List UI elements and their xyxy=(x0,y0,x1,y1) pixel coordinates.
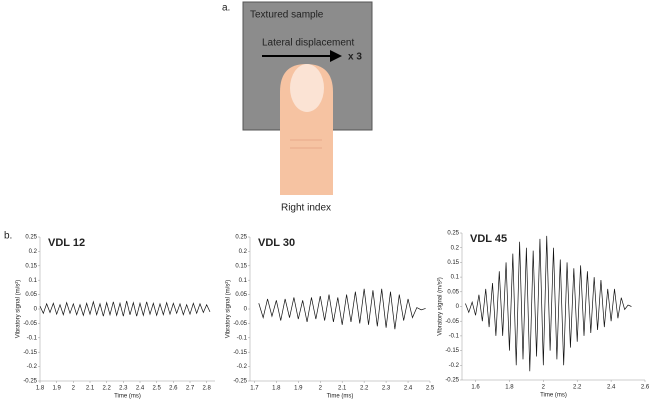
chart-title: VDL 30 xyxy=(258,237,295,249)
y-tick-label: 0.2 xyxy=(239,249,248,255)
y-tick-label: -0.25 xyxy=(445,378,459,384)
x-tick-label: 2.8 xyxy=(202,386,211,392)
y-tick-label: 0 xyxy=(244,307,248,313)
y-tick-label: -0.15 xyxy=(445,348,459,354)
x-tick-label: 2.6 xyxy=(641,385,650,391)
x-tick-label: 2.3 xyxy=(382,386,391,392)
x-tick-label: 2 xyxy=(319,386,323,392)
y-tick-label: 0.25 xyxy=(235,235,247,241)
x-tick-label: 2.3 xyxy=(119,386,128,392)
y-tick-label: -0.15 xyxy=(23,350,37,356)
y-tick-label: -0.1 xyxy=(449,333,460,339)
y-axis-label: Vibratory signal (m/s²) xyxy=(438,277,444,336)
x-tick-label: 1.6 xyxy=(471,385,480,391)
motion-label: Lateral displacement xyxy=(262,38,354,49)
y-tick-label: -0.2 xyxy=(27,364,38,370)
y-axis-label: Vibratory signal (m/s²) xyxy=(16,280,22,339)
chart-title: VDL 12 xyxy=(48,237,85,249)
chart-title: VDL 45 xyxy=(470,233,507,245)
y-tick-label: 0.1 xyxy=(451,275,460,281)
y-tick-label: -0.05 xyxy=(233,321,247,327)
x-tick-label: 2 xyxy=(72,386,76,392)
nail xyxy=(290,64,324,112)
x-tick-label: 2.7 xyxy=(186,386,195,392)
x-tick-label: 1.8 xyxy=(36,386,45,392)
y-tick-label: -0.25 xyxy=(23,379,37,385)
y-tick-label: 0.15 xyxy=(447,260,459,266)
y-tick-label: -0.2 xyxy=(237,364,248,370)
x-tick-label: 2.2 xyxy=(102,386,111,392)
x-tick-label: 2 xyxy=(542,385,546,391)
y-axis-label: Vibratory signal (m/s²) xyxy=(226,280,232,339)
sample-label: Textured sample xyxy=(250,10,324,21)
panel-label: b. xyxy=(4,231,12,242)
x-tick-label: 2.5 xyxy=(152,386,161,392)
y-tick-label: -0.25 xyxy=(233,379,247,385)
y-tick-label: 0.05 xyxy=(25,292,37,298)
y-tick-label: 0.25 xyxy=(25,235,37,241)
x-tick-label: 1.9 xyxy=(52,386,61,392)
y-tick-label: 0.15 xyxy=(25,263,37,269)
y-tick-label: 0.1 xyxy=(29,278,38,284)
x-tick-label: 1.9 xyxy=(294,386,303,392)
x-axis-label: Time (ms) xyxy=(540,393,567,399)
x-axis-label: Time (ms) xyxy=(114,394,141,400)
signal-line xyxy=(39,300,211,317)
x-tick-label: 2.2 xyxy=(360,386,369,392)
x-tick-label: 1.7 xyxy=(250,386,259,392)
repeat-label: x 3 xyxy=(348,52,362,63)
y-tick-label: 0.05 xyxy=(235,292,247,298)
y-tick-label: 0.2 xyxy=(451,245,460,251)
y-tick-label: -0.1 xyxy=(237,335,248,341)
x-tick-label: 1.8 xyxy=(505,385,514,391)
y-tick-label: 0 xyxy=(34,307,38,313)
x-tick-label: 2.6 xyxy=(169,386,178,392)
signal-line xyxy=(465,235,632,372)
y-tick-label: 0 xyxy=(456,304,460,310)
x-axis-label: Time (ms) xyxy=(327,394,354,400)
x-tick-label: 2.4 xyxy=(404,386,413,392)
y-tick-label: 0.1 xyxy=(239,278,248,284)
x-tick-label: 2.1 xyxy=(86,386,95,392)
signal-line xyxy=(258,288,426,330)
panel-label: a. xyxy=(222,3,230,14)
y-tick-label: -0.1 xyxy=(27,335,38,341)
x-tick-label: 2.1 xyxy=(338,386,347,392)
y-tick-label: -0.2 xyxy=(449,363,460,369)
y-tick-label: 0.2 xyxy=(29,249,38,255)
y-tick-label: -0.05 xyxy=(445,319,459,325)
y-tick-label: -0.05 xyxy=(23,321,37,327)
y-tick-label: -0.15 xyxy=(233,350,247,356)
x-tick-label: 2.2 xyxy=(573,385,582,391)
x-tick-label: 2.4 xyxy=(136,386,145,392)
y-tick-label: 0.25 xyxy=(447,231,459,237)
y-tick-label: 0.15 xyxy=(235,263,247,269)
y-tick-label: 0.05 xyxy=(447,289,459,295)
x-tick-label: 2.5 xyxy=(426,386,435,392)
finger-label: Right index xyxy=(281,203,331,214)
x-tick-label: 1.8 xyxy=(272,386,281,392)
x-tick-label: 2.4 xyxy=(607,385,616,391)
